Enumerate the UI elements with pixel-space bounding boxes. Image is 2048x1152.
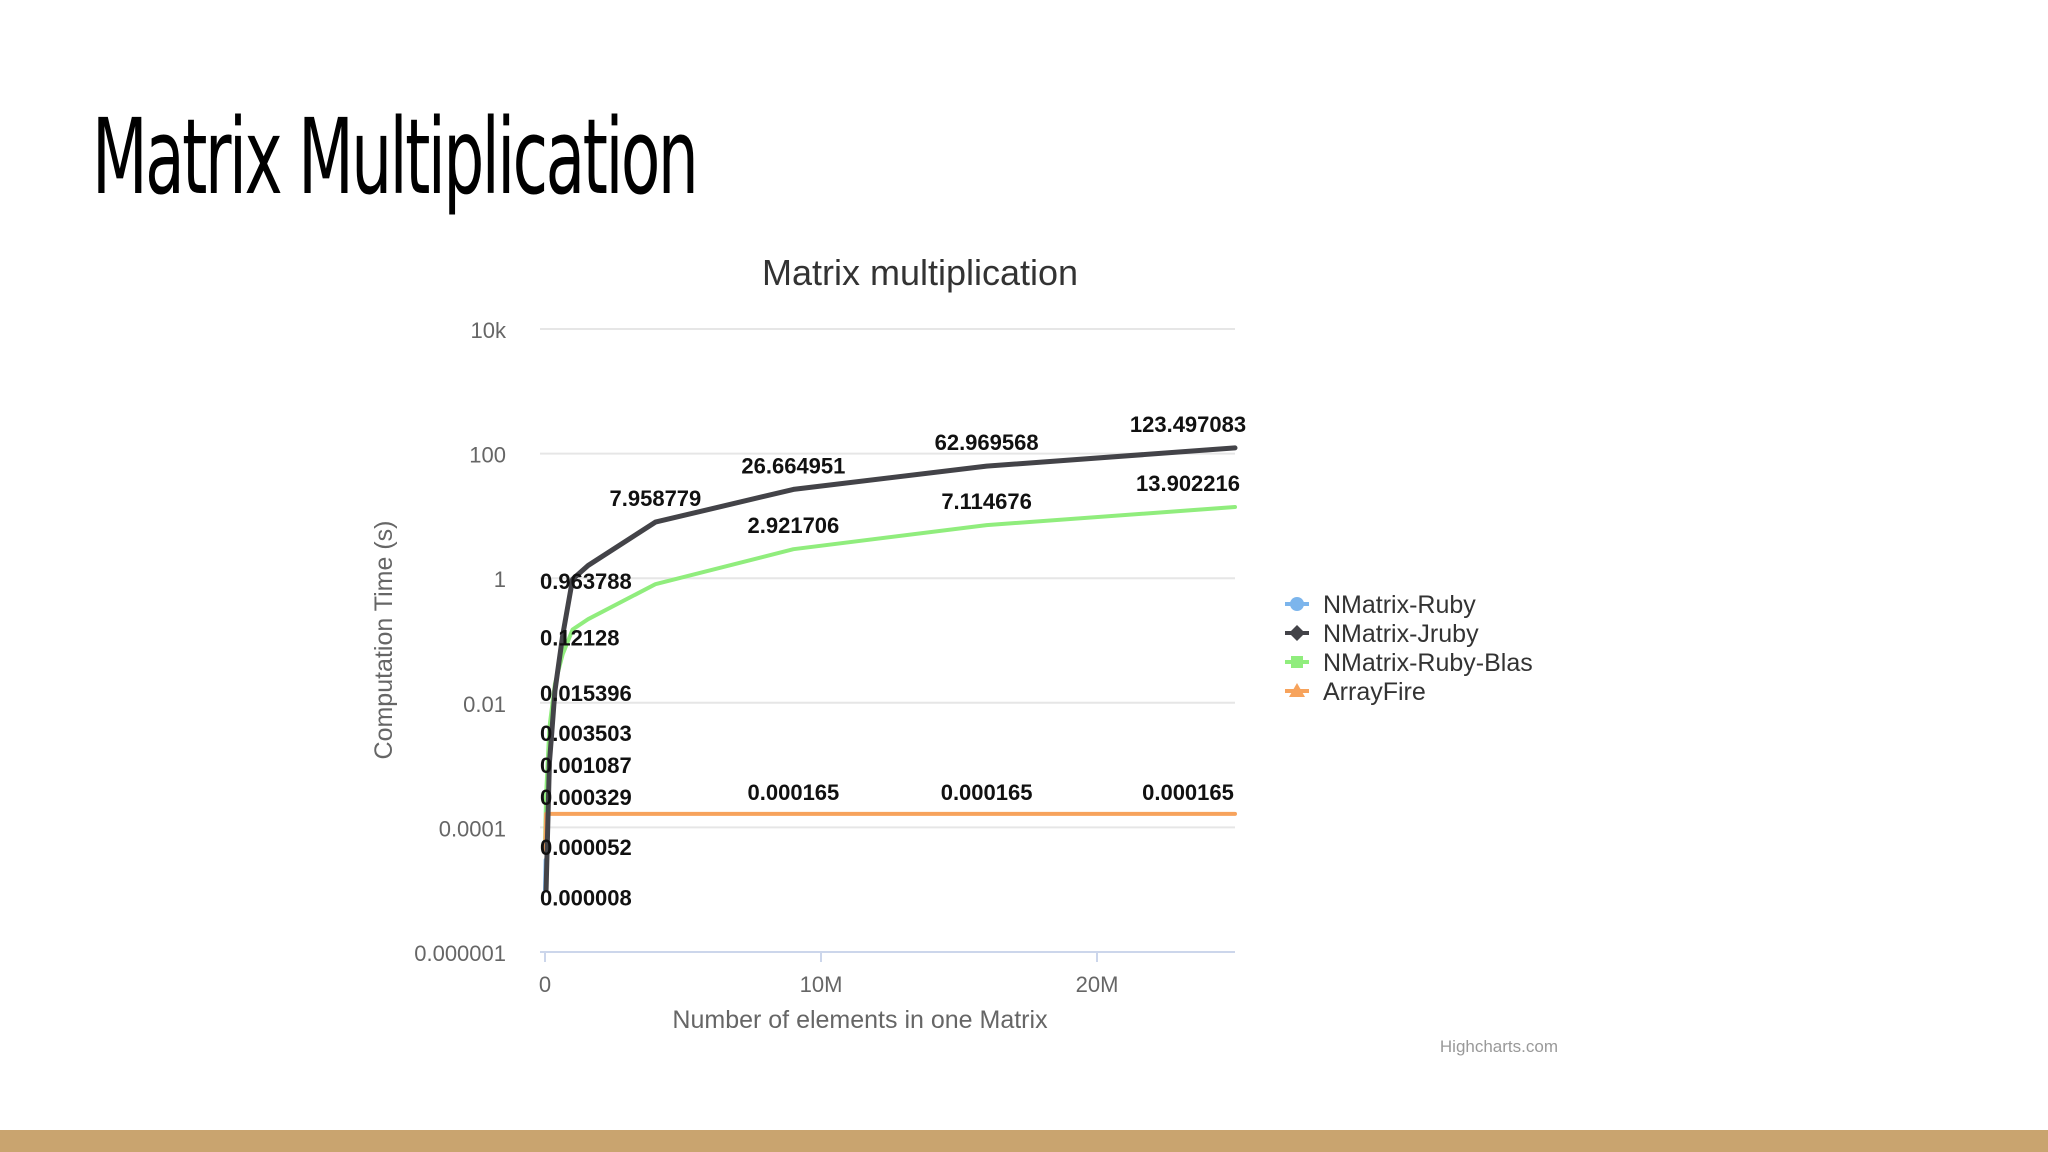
y-tick-label: 0.01 <box>463 692 506 717</box>
legend-item-label: NMatrix-Jruby <box>1323 620 1479 648</box>
data-label: 26.664951 <box>741 453 845 478</box>
y-tick-label: 0.0001 <box>439 816 506 841</box>
x-axis-title: Number of elements in one Matrix <box>672 1006 1048 1034</box>
y-axis-title: Computation Time (s) <box>370 521 398 760</box>
data-label: 0.000165 <box>1142 780 1234 805</box>
data-label: 7.114676 <box>941 489 1032 514</box>
x-tick-label: 0 <box>539 972 551 997</box>
data-label: 0.000008 <box>540 886 632 911</box>
data-label: 0.000329 <box>540 785 632 810</box>
legend-marker-circle <box>1290 597 1304 611</box>
series-line-nmatrix-ruby-blas <box>543 505 1237 848</box>
data-label: 2.921706 <box>748 513 840 538</box>
data-label: 0.015396 <box>540 681 632 706</box>
legend-marker-square <box>1291 656 1303 668</box>
x-tick-label: 10M <box>800 972 843 997</box>
footer-bar <box>0 1130 2048 1152</box>
series-line-nmatrix-jruby <box>543 445 1238 893</box>
y-tick-label: 10k <box>471 318 507 343</box>
data-label: 0.003503 <box>540 721 632 746</box>
chart-title: Matrix multiplication <box>762 252 1078 293</box>
data-label: 13.902216 <box>1136 471 1240 496</box>
legend-item-label: NMatrix-Ruby <box>1323 591 1476 619</box>
data-label: 0.001087 <box>540 753 632 778</box>
legend-item-label: NMatrix-Ruby-Blas <box>1323 649 1533 677</box>
legend-marker-triangle <box>1289 683 1305 697</box>
data-label: 123.497083 <box>1130 412 1246 437</box>
series-line-arrayfire <box>543 811 1237 855</box>
data-label: 0.000165 <box>748 780 840 805</box>
data-label: 0.12128 <box>540 625 620 650</box>
x-tick-label: 20M <box>1076 972 1119 997</box>
legend-item-label: ArrayFire <box>1323 678 1426 706</box>
slide-title: Matrix Multiplication <box>92 96 699 218</box>
y-tick-label: 1 <box>494 567 506 592</box>
data-label: 0.000052 <box>540 835 632 860</box>
data-label: 62.969568 <box>935 430 1039 455</box>
data-label: 0.963788 <box>540 569 632 594</box>
data-label: 0.000165 <box>941 780 1033 805</box>
data-label: 7.958779 <box>610 486 702 511</box>
legend-marker-diamond <box>1289 625 1305 641</box>
y-tick-label: 100 <box>469 443 506 468</box>
chart-credits: Highcharts.com <box>1440 1037 1558 1056</box>
y-tick-label: 0.000001 <box>414 941 506 966</box>
